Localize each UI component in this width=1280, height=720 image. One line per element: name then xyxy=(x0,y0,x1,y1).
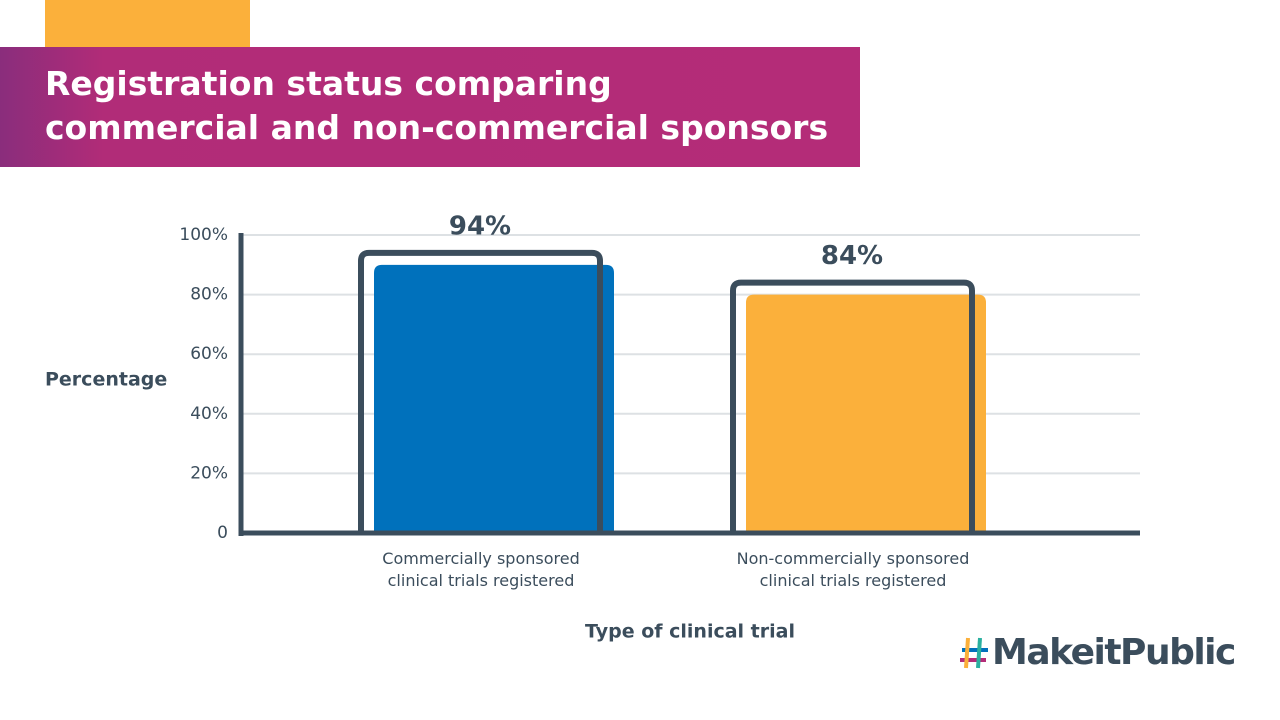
y-tick-label: 40% xyxy=(190,404,228,424)
y-tick-label: 60% xyxy=(190,344,228,364)
bar-outline xyxy=(730,279,975,533)
logo-icon xyxy=(960,637,988,669)
value-label: 94% xyxy=(449,211,511,241)
x-axis-label: Type of clinical trial xyxy=(585,621,795,643)
brand-logo: MakeitPublic xyxy=(992,632,1235,673)
y-tick-label: 0 xyxy=(217,523,228,543)
y-tick-label: 100% xyxy=(179,225,228,245)
title-banner xyxy=(0,47,860,167)
bar-outline xyxy=(358,249,603,533)
y-tick-label: 20% xyxy=(190,463,228,483)
value-label: 84% xyxy=(821,241,883,271)
y-tick-label: 80% xyxy=(190,285,228,305)
x-tick-label: Non-commercially sponsored clinical tria… xyxy=(736,549,970,590)
y-axis-label: Percentage xyxy=(45,369,167,391)
x-tick-label: Commercially sponsored clinical trials r… xyxy=(382,549,580,590)
chart-title: Registration status comparing commercial… xyxy=(45,64,829,147)
bar xyxy=(374,264,614,533)
accent-bar xyxy=(45,0,250,47)
bar xyxy=(746,294,986,533)
